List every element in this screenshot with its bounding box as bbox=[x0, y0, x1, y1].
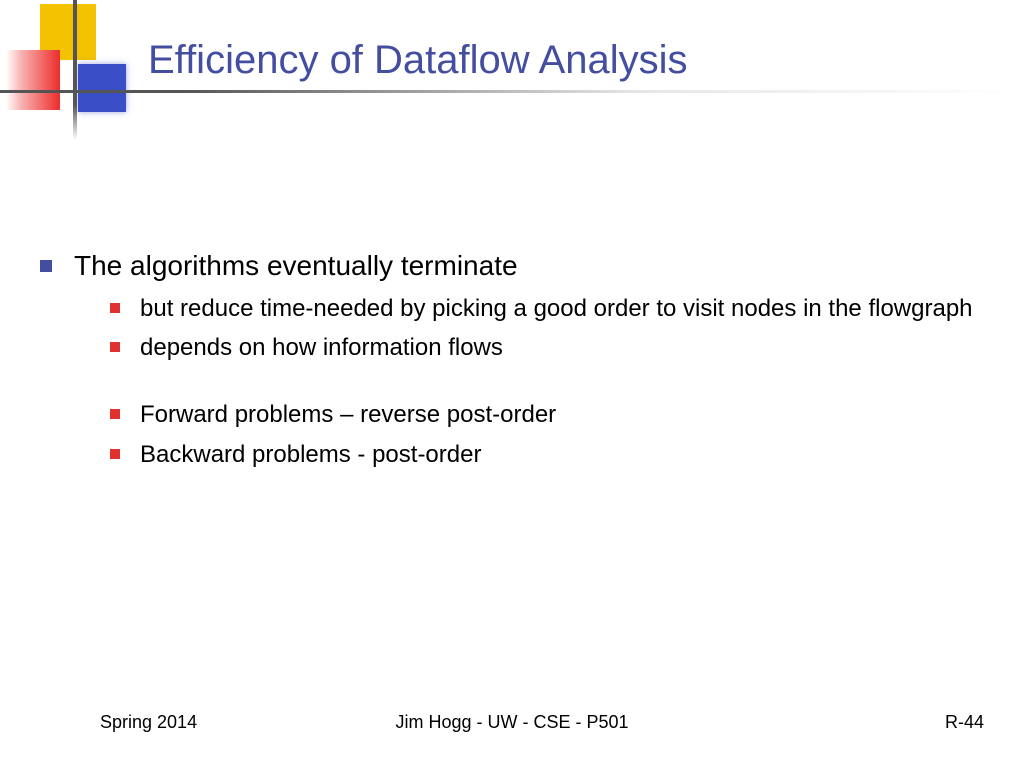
square-bullet-icon bbox=[40, 260, 52, 272]
bullet-level2: depends on how information flows bbox=[110, 332, 980, 363]
square-bullet-icon bbox=[110, 342, 120, 352]
footer-right: R-44 bbox=[945, 712, 984, 733]
square-bullet-icon bbox=[110, 409, 120, 419]
bullet-level2: Backward problems - post-order bbox=[110, 439, 980, 470]
slide: Efficiency of Dataflow Analysis The algo… bbox=[0, 0, 1024, 768]
bullet-text: Forward problems – reverse post-order bbox=[140, 399, 556, 430]
bullet-text: depends on how information flows bbox=[140, 332, 503, 363]
square-bullet-icon bbox=[110, 303, 120, 313]
logo-square-red bbox=[6, 50, 60, 110]
bullet-level2: but reduce time-needed by picking a good… bbox=[110, 293, 980, 324]
footer-center: Jim Hogg - UW - CSE - P501 bbox=[0, 712, 1024, 733]
slide-title: Efficiency of Dataflow Analysis bbox=[148, 38, 688, 83]
logo-square-blue bbox=[78, 64, 126, 112]
bullet-gap bbox=[110, 371, 980, 399]
bullet-level1: The algorithms eventually terminate bbox=[40, 248, 980, 283]
square-bullet-icon bbox=[110, 449, 120, 459]
slide-body: The algorithms eventually terminate but … bbox=[40, 248, 980, 478]
logo-squares bbox=[0, 0, 130, 140]
bullet-text: The algorithms eventually terminate bbox=[74, 248, 518, 283]
bullet-level2: Forward problems – reverse post-order bbox=[110, 399, 980, 430]
title-underline bbox=[0, 90, 1024, 93]
slide-footer: Spring 2014 Jim Hogg - UW - CSE - P501 R… bbox=[0, 712, 1024, 736]
bullet-text: but reduce time-needed by picking a good… bbox=[140, 293, 973, 324]
sub-bullet-group: but reduce time-needed by picking a good… bbox=[110, 293, 980, 470]
bullet-text: Backward problems - post-order bbox=[140, 439, 481, 470]
logo-line-vertical bbox=[73, 0, 77, 140]
